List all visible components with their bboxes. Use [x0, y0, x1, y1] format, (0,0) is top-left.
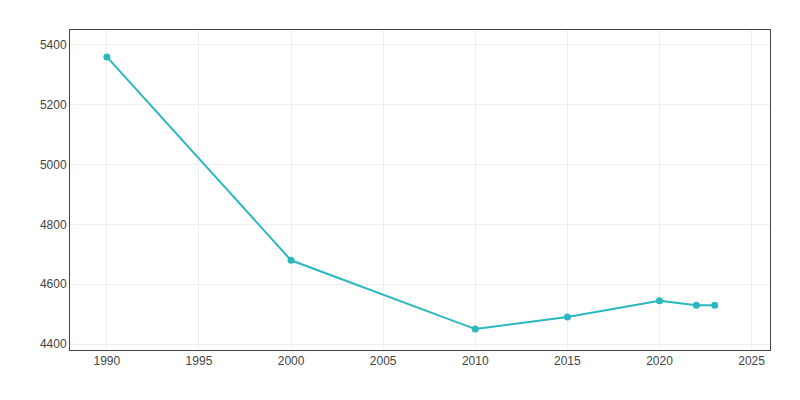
svg-text:1990: 1990: [93, 354, 120, 368]
svg-text:5200: 5200: [40, 98, 67, 112]
svg-text:2000: 2000: [278, 354, 305, 368]
svg-text:4400: 4400: [40, 337, 67, 351]
svg-text:5400: 5400: [40, 38, 67, 52]
svg-text:2020: 2020: [646, 354, 673, 368]
svg-text:4600: 4600: [40, 277, 67, 291]
svg-text:4800: 4800: [40, 218, 67, 232]
svg-text:2005: 2005: [370, 354, 397, 368]
svg-text:2025: 2025: [738, 354, 765, 368]
svg-text:2010: 2010: [462, 354, 489, 368]
svg-text:1995: 1995: [186, 354, 213, 368]
svg-text:5000: 5000: [40, 158, 67, 172]
svg-text:2015: 2015: [554, 354, 581, 368]
